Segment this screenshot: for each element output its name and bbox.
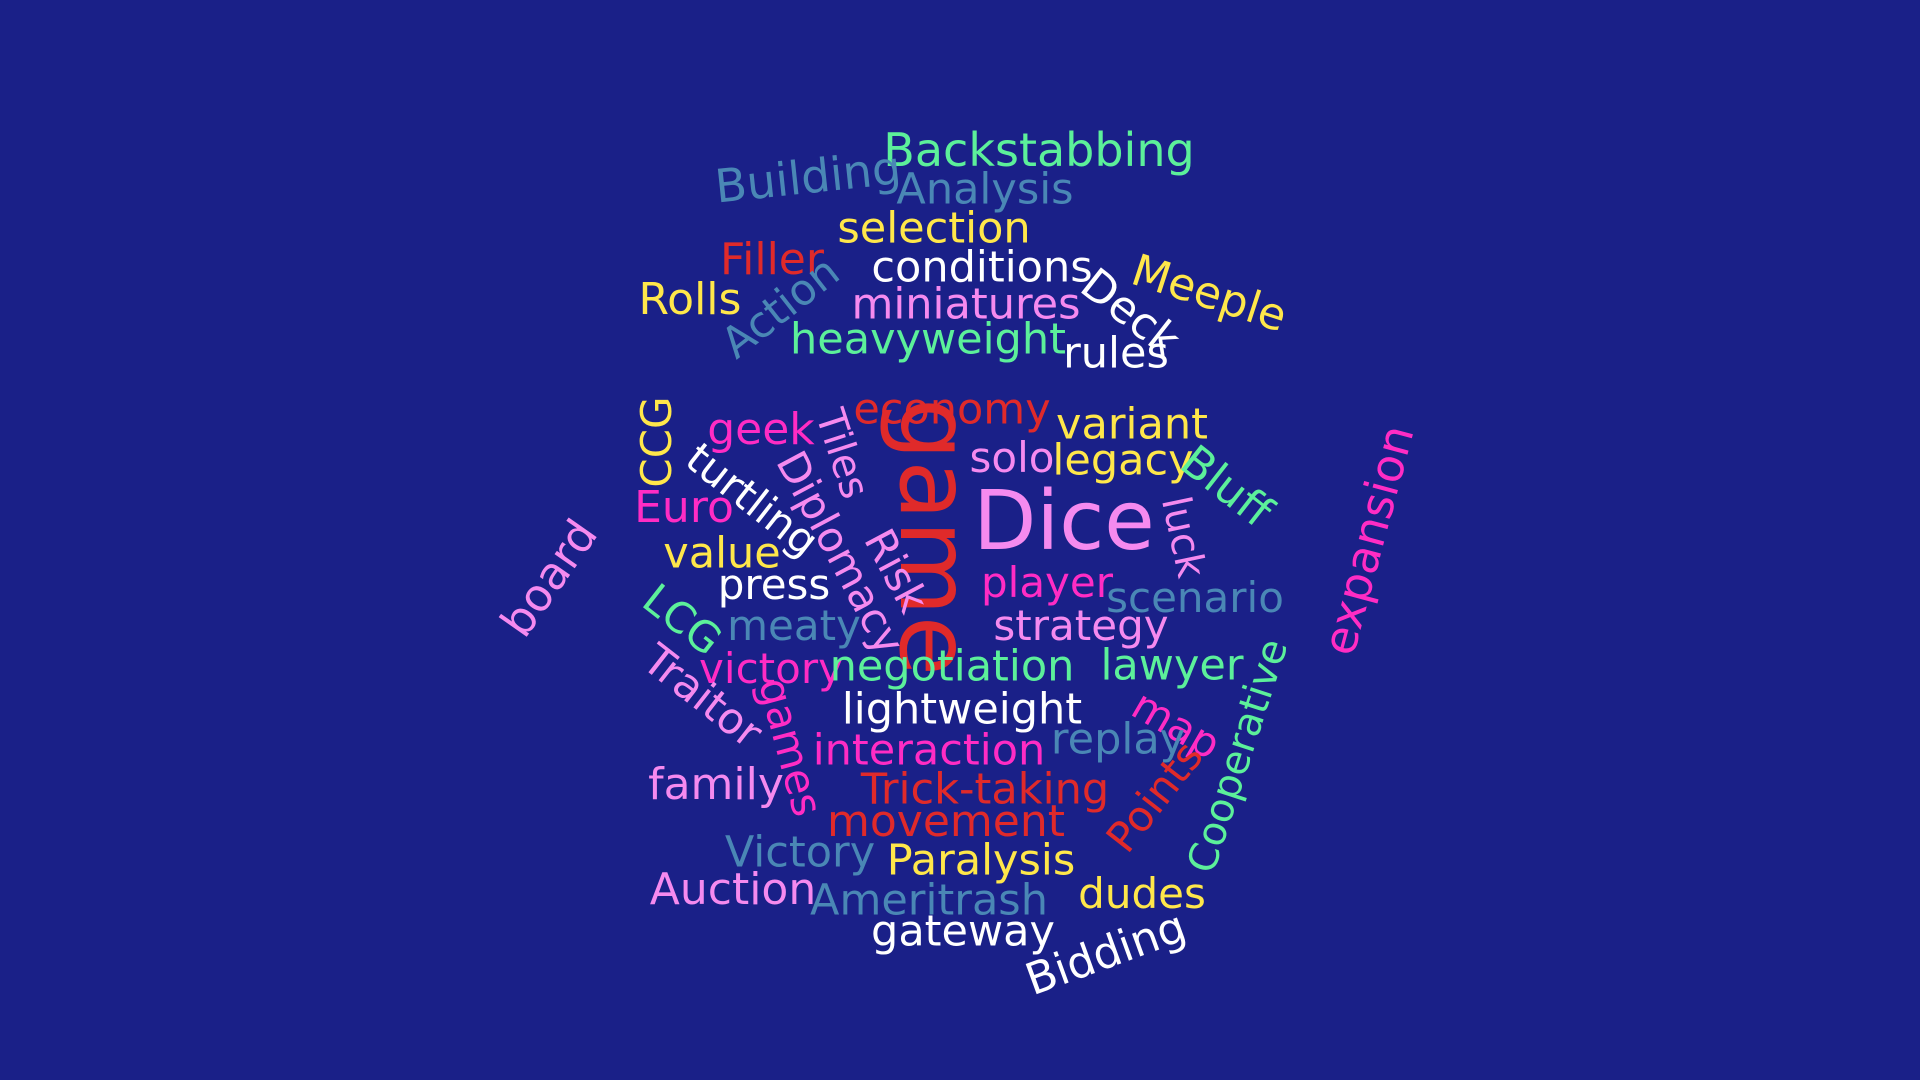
word-negotiation: negotiation: [829, 641, 1075, 692]
word-victory-upper: Victory: [724, 827, 876, 878]
word-variant: variant: [1056, 399, 1208, 450]
word-replay: replay: [1050, 714, 1186, 765]
word-value: value: [663, 528, 781, 579]
word-rules: rules: [1063, 328, 1169, 379]
word-selection: selection: [837, 203, 1031, 254]
word-rolls: Rolls: [638, 274, 742, 325]
word-dudes: dudes: [1078, 869, 1206, 918]
word-auction: Auction: [649, 864, 817, 915]
word-heavyweight: heavyweight: [790, 314, 1066, 365]
word-lightweight: lightweight: [841, 684, 1083, 735]
word-interaction: interaction: [812, 725, 1046, 776]
word-expansion: expansion: [1311, 419, 1425, 661]
word-family: family: [648, 759, 784, 810]
word-player: player: [980, 558, 1114, 607]
word-miniatures: miniatures: [851, 279, 1081, 330]
word-paralysis: Paralysis: [886, 835, 1076, 886]
word-board: board: [490, 509, 608, 647]
word-legacy: legacy: [1052, 435, 1194, 486]
word-luck: luck: [1152, 492, 1214, 582]
word-euro: Euro: [634, 482, 734, 533]
word-economy: economy: [853, 384, 1051, 435]
word-building: Building: [712, 140, 904, 214]
word-solo: solo: [969, 433, 1055, 482]
word-victory-lower: victory: [699, 644, 843, 693]
word-conditions: conditions: [871, 242, 1093, 293]
word-press: press: [717, 560, 831, 609]
word-dice: Dice: [973, 474, 1155, 569]
word-meaty: meaty: [727, 601, 861, 650]
word-ccg: CCG: [632, 396, 681, 488]
word-strategy: strategy: [993, 601, 1169, 650]
word-trick-taking: Trick-taking: [860, 764, 1110, 815]
word-backstabbing: Backstabbing: [883, 123, 1195, 177]
word-gateway: gateway: [871, 906, 1055, 957]
word-geek: geek: [707, 404, 815, 455]
word-scenario: scenario: [1106, 573, 1284, 622]
word-movement: movement: [827, 796, 1065, 847]
word-ameritrash: Ameritrash: [810, 875, 1048, 926]
word-filler: Filler: [720, 234, 824, 285]
word-analysis: Analysis: [896, 164, 1074, 215]
word-lawyer: lawyer: [1100, 640, 1244, 691]
